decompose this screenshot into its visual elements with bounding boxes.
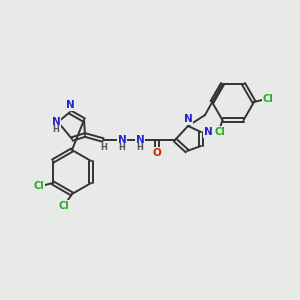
Text: N: N (52, 117, 60, 127)
Text: N: N (136, 135, 144, 145)
Text: Cl: Cl (262, 94, 273, 104)
Text: O: O (153, 148, 161, 158)
Text: N: N (118, 135, 126, 145)
Text: N: N (66, 100, 74, 110)
Text: N: N (204, 127, 212, 137)
Text: N: N (184, 114, 192, 124)
Text: Cl: Cl (34, 181, 44, 191)
Text: Cl: Cl (214, 127, 225, 137)
Text: H: H (52, 124, 59, 134)
Text: H: H (100, 143, 107, 152)
Text: H: H (136, 143, 143, 152)
Text: H: H (118, 143, 125, 152)
Text: Cl: Cl (58, 201, 69, 211)
